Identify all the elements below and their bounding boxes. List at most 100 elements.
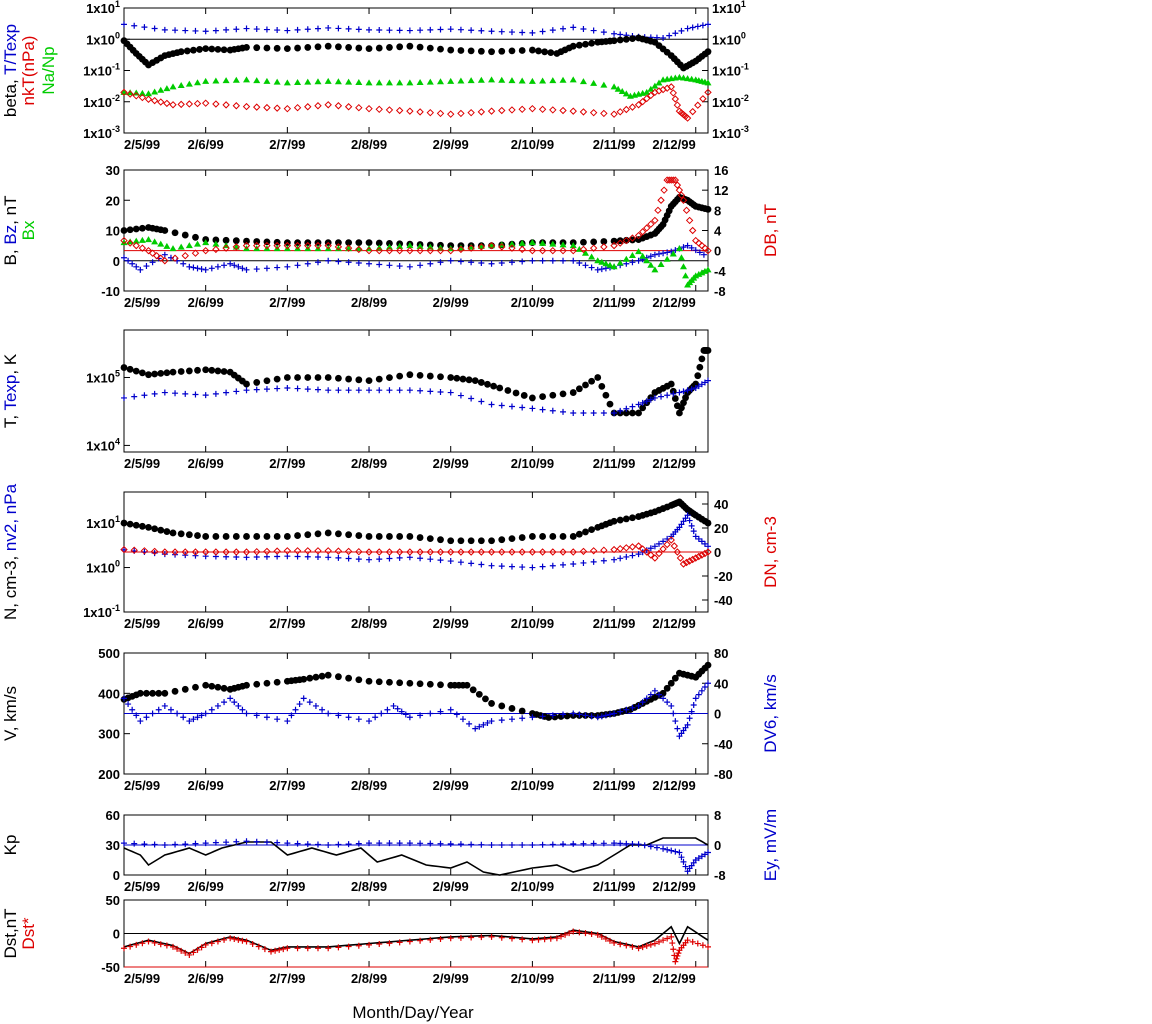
data-point-plus	[672, 848, 679, 855]
data-point-dot	[477, 47, 485, 55]
data-point-triangle	[651, 266, 659, 273]
data-point-diamond	[671, 176, 680, 184]
data-point-plus	[212, 390, 219, 397]
y-tick-label: 1x10-1	[83, 603, 120, 620]
data-point-diamond	[634, 231, 643, 240]
y-tick-label: 200	[98, 767, 120, 782]
data-point-dot	[335, 374, 342, 382]
data-point-dot	[157, 369, 165, 377]
data-point-dot	[635, 409, 642, 417]
data-point-plus	[529, 937, 536, 944]
data-point-triangle	[375, 79, 383, 86]
y-axis-label-left: Kp	[1, 835, 20, 856]
x-tick-label: 2/7/99	[269, 778, 305, 793]
data-point-plus	[141, 392, 148, 399]
data-point-plus	[208, 265, 215, 272]
data-point-diamond	[365, 104, 373, 113]
data-point-diamond	[293, 241, 302, 250]
data-point-plus	[235, 702, 242, 709]
x-tick-label: 2/6/99	[188, 778, 224, 793]
data-point-dot	[345, 239, 353, 247]
x-tick-label: 2/7/99	[269, 456, 305, 471]
data-point-diamond	[638, 97, 647, 106]
x-tick-label: 2/5/99	[124, 295, 160, 310]
data-point-dot	[680, 399, 687, 407]
data-point-triangle	[606, 261, 614, 268]
data-point-triangle	[610, 263, 618, 270]
data-point-dot	[220, 684, 228, 692]
data-point-plus	[655, 938, 662, 945]
data-point-plus	[233, 388, 240, 395]
data-point-plus	[390, 702, 397, 709]
x-tick-label: 2/6/99	[188, 879, 224, 894]
data-point-diamond	[579, 547, 588, 556]
data-point-dot	[590, 238, 598, 246]
data-point-plus	[576, 711, 583, 718]
data-point-dot	[541, 48, 549, 56]
data-point-diamond	[579, 245, 588, 254]
data-point-dot	[463, 681, 471, 689]
data-point-plus	[611, 840, 618, 847]
data-point-plus	[457, 559, 464, 566]
data-point-dot	[676, 409, 683, 417]
data-point-dot	[232, 533, 240, 540]
data-point-plus	[335, 554, 342, 561]
data-point-diamond	[201, 99, 210, 107]
data-point-diamond	[665, 176, 673, 184]
data-point-plus	[276, 946, 283, 953]
data-point-diamond	[638, 228, 647, 236]
data-point-dot	[365, 533, 373, 540]
data-point-dot	[355, 376, 363, 384]
data-point-dot	[232, 237, 240, 245]
data-point-plus	[643, 398, 650, 405]
data-point-dot	[580, 238, 587, 246]
data-point-plus	[611, 710, 618, 717]
data-point-plus	[194, 946, 201, 953]
data-point-diamond	[467, 548, 475, 556]
data-point-plus	[617, 555, 624, 562]
data-point-diamond	[385, 106, 394, 114]
data-point-triangle	[498, 76, 506, 83]
data-point-dot	[629, 409, 636, 417]
data-point-plus	[570, 257, 577, 264]
data-point-dot	[504, 387, 512, 394]
data-point-triangle	[457, 244, 465, 251]
data-point-plus	[396, 840, 403, 847]
data-point-diamond	[436, 109, 445, 118]
data-point-diamond	[193, 99, 202, 108]
data-point-plus	[304, 841, 311, 848]
data-point-diamond	[304, 103, 312, 111]
data-point-plus	[699, 942, 706, 949]
y-axis-label-left: N, cm-3, nv2, nPa	[1, 483, 20, 620]
data-point-plus	[651, 687, 658, 694]
data-point-plus	[600, 29, 607, 36]
data-point-plus	[549, 712, 556, 719]
data-point-plus	[231, 699, 238, 706]
data-point-triangle	[334, 78, 342, 85]
data-point-plus	[243, 710, 250, 717]
y-tick-label: 1x101	[86, 514, 120, 531]
data-point-triangle	[528, 77, 536, 84]
data-point-plus	[163, 942, 170, 949]
data-point-plus	[611, 556, 618, 563]
data-point-plus	[701, 540, 708, 547]
data-point-plus	[480, 721, 487, 728]
data-point-plus	[304, 260, 311, 267]
data-point-plus	[623, 840, 630, 847]
data-point-dot	[212, 533, 220, 540]
data-point-plus	[325, 554, 332, 561]
data-point-plus	[635, 401, 642, 408]
data-point-diamond	[132, 241, 140, 250]
data-point-dot	[243, 380, 250, 388]
data-point-dot	[518, 534, 526, 541]
data-point-plus	[647, 941, 654, 948]
data-point-diamond	[549, 246, 557, 255]
data-point-dot	[575, 41, 583, 49]
data-point-plus	[212, 27, 219, 34]
data-point-plus	[611, 939, 618, 946]
data-point-plus	[590, 558, 597, 565]
data-point-diamond	[698, 551, 706, 559]
data-point-diamond	[622, 236, 631, 245]
data-point-diamond	[600, 546, 608, 554]
data-point-triangle	[273, 78, 281, 85]
